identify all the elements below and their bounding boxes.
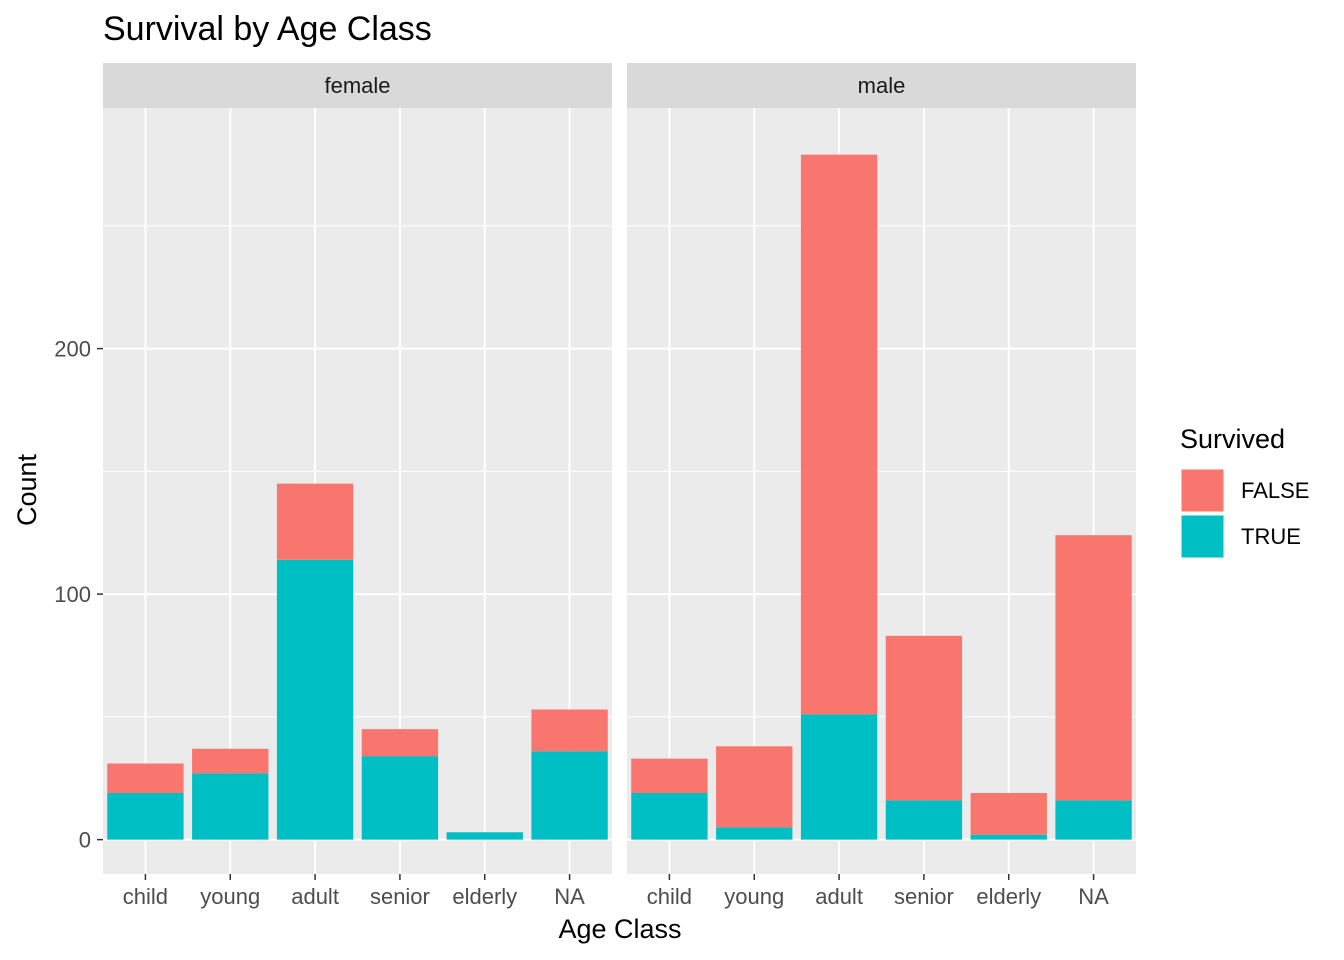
x-tick-label: NA [1078, 884, 1109, 909]
facet-strip [627, 63, 1136, 108]
legend-label-false: FALSE [1241, 478, 1309, 503]
x-tick-label: NA [554, 884, 585, 909]
facet-strip-label: male [858, 73, 906, 98]
legend-key-false [1180, 468, 1225, 513]
bar-female-senior-false [361, 729, 439, 757]
legend-label-true: TRUE [1241, 524, 1301, 549]
bar-male-elderly-false [970, 792, 1047, 835]
x-tick-label: young [724, 884, 784, 909]
y-axis: 0 100 200 [54, 337, 103, 853]
facet-strip [103, 63, 612, 108]
panel-background [627, 108, 1136, 874]
panel-background [103, 108, 612, 874]
bar-male-elderly-true [970, 834, 1047, 840]
bar-male-child-false [631, 758, 708, 793]
bar-female-child-false [107, 763, 184, 793]
bar-female-young-true [192, 773, 269, 840]
y-tick-label: 100 [54, 582, 91, 607]
y-axis-title: Count [12, 453, 42, 526]
bar-male-senior-true [885, 800, 963, 840]
legend-key-true [1180, 514, 1225, 559]
x-axis-title: Age Class [558, 914, 681, 944]
facet-panel-male: child young adult senior elderly NA male [627, 63, 1136, 909]
x-tick-label: elderly [976, 884, 1041, 909]
bar-female-senior-true [361, 756, 439, 840]
x-tick-label: senior [894, 884, 954, 909]
bar-male-young-true [716, 827, 793, 840]
facet-panel-female: child young adult senior elderly NA female [103, 63, 612, 909]
facet-panels: child young adult senior elderly NAfemalechil… [103, 63, 1136, 909]
bar-female-NA-false [531, 709, 608, 752]
x-tick-label: adult [815, 884, 863, 909]
x-tick-label: elderly [452, 884, 517, 909]
legend: Survived FALSE TRUE [1180, 424, 1309, 559]
bar-male-adult-false [800, 154, 878, 715]
bar-male-child-true [631, 792, 708, 840]
bar-male-NA-false [1055, 535, 1132, 801]
chart-title: Survival by Age Class [103, 10, 432, 48]
x-tick-label: young [200, 884, 260, 909]
bar-female-adult-false [276, 483, 354, 560]
x-tick-label: child [123, 884, 168, 909]
bar-male-adult-true [800, 714, 878, 840]
x-tick-label: senior [370, 884, 430, 909]
bar-male-NA-true [1055, 800, 1132, 840]
bar-female-elderly-true [446, 832, 523, 840]
legend-title: Survived [1180, 424, 1285, 454]
bar-male-young-false [716, 746, 793, 828]
x-tick-label: adult [291, 884, 339, 909]
x-tick-label: child [647, 884, 692, 909]
bar-male-senior-false [885, 635, 963, 801]
facet-strip-label: female [324, 73, 390, 98]
bar-female-adult-true [276, 559, 354, 840]
bar-female-NA-true [531, 751, 608, 840]
bar-female-young-false [192, 748, 269, 774]
y-tick-label: 200 [54, 337, 91, 362]
y-tick-label: 0 [79, 828, 91, 853]
bar-female-child-true [107, 792, 184, 840]
